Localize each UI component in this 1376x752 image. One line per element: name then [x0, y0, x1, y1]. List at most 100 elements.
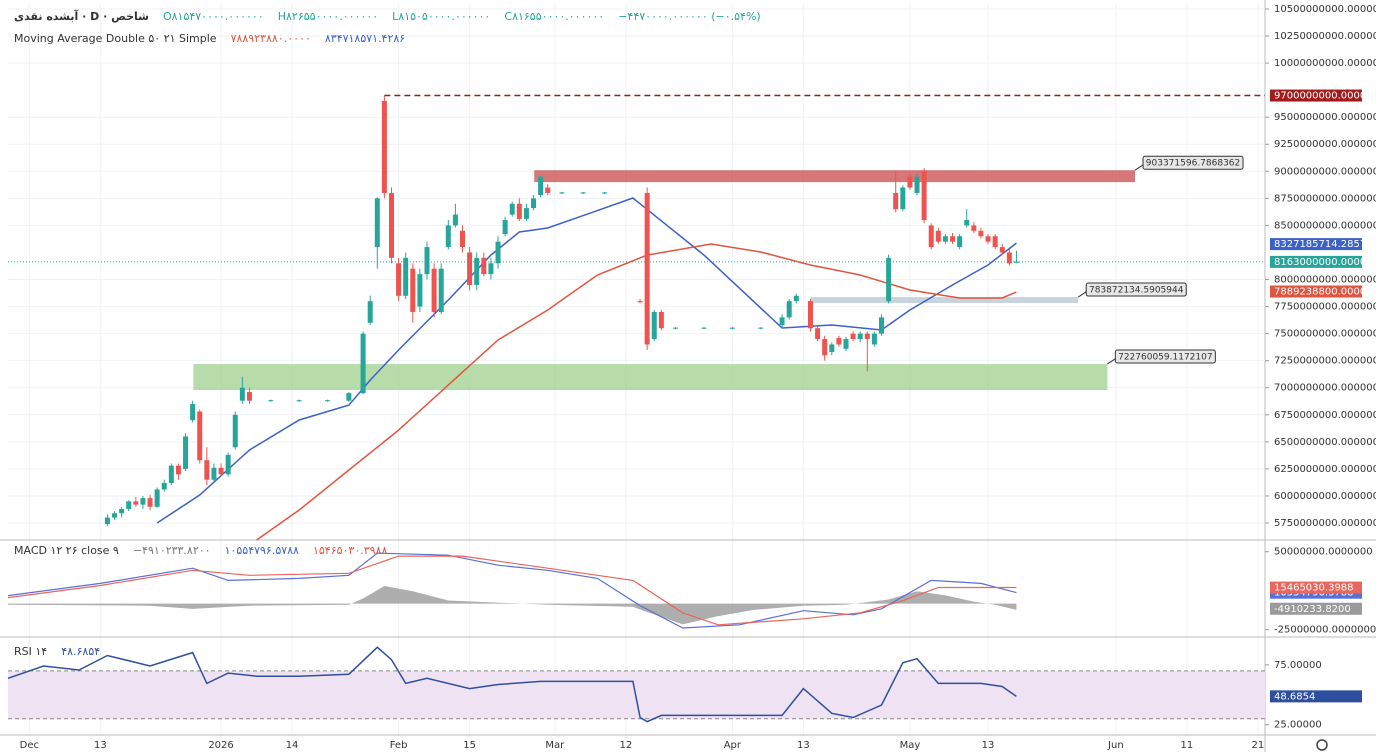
candle-body [346, 393, 352, 401]
y-tick-label: 25.00000 [1274, 720, 1322, 731]
y-tick-label: 5750000000.0000000 [1274, 518, 1376, 529]
y-tick-label: 6500000000.0000000 [1274, 437, 1376, 448]
price-tag [1270, 602, 1362, 615]
candle-body [822, 339, 828, 356]
rsi-legend: RSI ۱۴ ۴۸.۶۸۵۴ [14, 645, 100, 658]
candle-body [175, 465, 181, 475]
candle-body [381, 100, 387, 193]
candle-body [978, 230, 984, 237]
indicator-name[interactable]: RSI ۱۴ [14, 645, 48, 658]
x-tick-label: 14 [286, 740, 299, 751]
candle-body [559, 192, 565, 194]
candle-body [119, 508, 125, 514]
candle-body [452, 214, 458, 226]
candle-body [246, 392, 252, 401]
indicator-value: ۸۳۴۷۱۸۵۷۱.۴۲۸۶ [324, 32, 406, 45]
x-tick-label: 13 [797, 740, 810, 751]
candle-body [183, 436, 189, 469]
candle-body [602, 192, 608, 194]
y-tick-label: 9000000000.0000000 [1274, 166, 1376, 177]
indicator-value: ۷۸۸۹۲۳۸۸۰.۰۰۰۰ [230, 32, 311, 45]
candle-body [644, 192, 650, 345]
candle-body [673, 327, 679, 329]
candle-body [807, 301, 813, 329]
candle-body [864, 333, 870, 340]
x-tick-label: 15 [463, 740, 476, 751]
indicator-name[interactable]: Moving Average Double ۵۰ ۲۱ Simple [14, 32, 217, 45]
price-tag-label: 7889238800.0000000 [1274, 287, 1376, 298]
candle-body [992, 236, 998, 248]
candle-body [942, 236, 948, 242]
callout-label: 783872134.5905944 [1089, 286, 1184, 296]
candle-body [360, 333, 366, 394]
indicator-value: ۱۰۵۵۴۷۹۶.۵۷۸۸ [224, 544, 299, 557]
candle-body [225, 454, 231, 475]
candle-body [445, 225, 451, 248]
candle-body [857, 333, 863, 340]
candle-body [431, 268, 437, 312]
candle-body [481, 257, 487, 275]
x-tick-label: Apr [724, 740, 742, 751]
candle-body [388, 192, 394, 258]
callout-box [1085, 282, 1187, 297]
y-tick-label: 8000000000.0000000 [1274, 275, 1376, 286]
y-tick-label: 75.00000 [1274, 660, 1322, 671]
y-tick-label: 8500000000.0000000 [1274, 220, 1376, 231]
y-tick-label: 10000000000.0000000 [1274, 58, 1376, 69]
candle-body [935, 230, 941, 242]
ohlc-change: −۴۴۷۰۰۰۰.۰۰۰۰۰۰ (−۰.۵۴%) [618, 10, 761, 23]
indicator-value: ۱۵۴۶۵۰۳۰.۳۹۸۸ [312, 544, 388, 557]
candle-body [580, 192, 586, 194]
price-tag [1270, 581, 1362, 594]
candle-body [488, 263, 494, 275]
candle-body [218, 467, 224, 475]
candle-body [957, 236, 963, 248]
ohlc-close: C۸۱۶۵۵۰۰۰۰.۰۰۰۰۰۰ [504, 10, 605, 23]
candle-body [460, 230, 466, 248]
candle-body [786, 301, 792, 318]
y-tick-label: 10250000000.0000000 [1274, 31, 1376, 42]
candle-body [843, 339, 849, 349]
price-tag [1270, 255, 1362, 268]
candle-body [921, 171, 927, 221]
candle-body [829, 344, 835, 353]
zone [534, 170, 1136, 183]
y-tick-label: 6000000000.0000000 [1274, 491, 1376, 502]
candle-body [232, 414, 238, 448]
y-tick-label: 7750000000.0000000 [1274, 302, 1376, 313]
candle-body [190, 403, 196, 421]
y-tick-label: 9500000000.0000000 [1274, 112, 1376, 123]
price-tag-label: 48.6854 [1274, 691, 1315, 702]
candle-body [168, 465, 174, 483]
ohlc-high: H۸۲۶۵۵۰۰۰۰.۰۰۰۰۰۰ [277, 10, 379, 23]
candle-body [112, 513, 118, 518]
candle-body [815, 328, 821, 340]
price-tag-label: 8327185714.2857143 [1274, 239, 1376, 250]
candle-body [985, 236, 991, 242]
candle-body [403, 257, 409, 296]
zone [193, 364, 1108, 391]
indicator-name[interactable]: MACD ۱۲ ۲۶ close ۹ [14, 544, 119, 557]
candle-body [239, 387, 245, 401]
symbol-title[interactable]: شاخص · D · آبشده نقدی [14, 10, 149, 23]
callout-box [1142, 155, 1244, 170]
candle-body [367, 301, 373, 323]
candle-body [268, 400, 274, 402]
candle-body [516, 203, 522, 219]
settings-icon[interactable] [1316, 739, 1328, 751]
x-tick-label: 11 [1181, 740, 1194, 751]
y-tick-label: 6250000000.0000000 [1274, 464, 1376, 475]
candle-body [424, 247, 430, 275]
x-tick-label: 21 [1252, 740, 1265, 751]
x-tick-label: Mar [545, 740, 565, 751]
candle-body [836, 337, 842, 345]
y-tick-label: 8750000000.0000000 [1274, 193, 1376, 204]
ohlc-low: L۸۱۵۰۵۰۰۰۰.۰۰۰۰۰۰ [392, 10, 491, 23]
candle-body [495, 241, 501, 264]
zone [810, 297, 1079, 304]
candle-body [779, 317, 785, 325]
candle-body [126, 501, 132, 509]
price-tag [1270, 285, 1362, 298]
